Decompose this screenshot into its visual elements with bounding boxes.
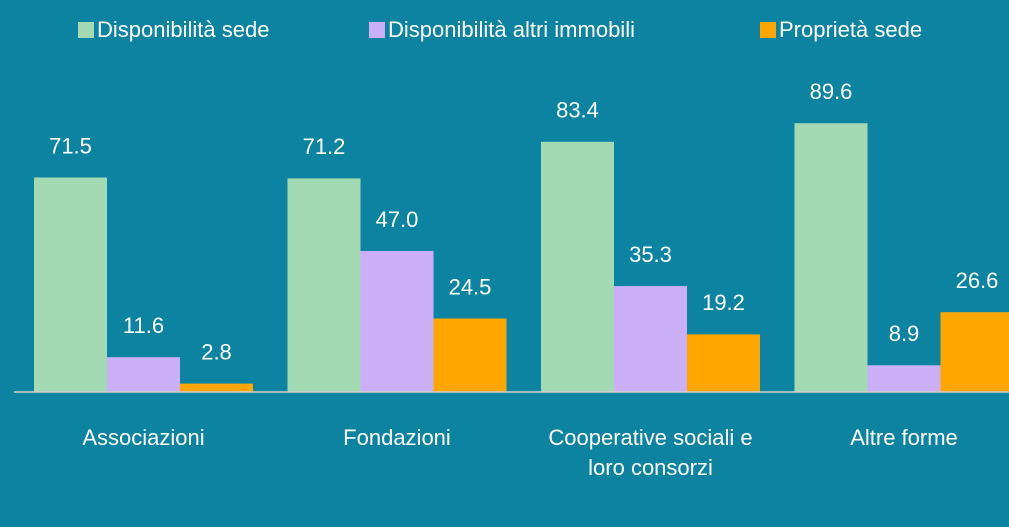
bar: [687, 334, 760, 392]
legend-label: Proprietà sede: [779, 17, 922, 42]
legend-label: Disponibilità altri immobili: [388, 17, 635, 42]
bar: [541, 141, 614, 392]
data-label: 71.2: [303, 134, 346, 159]
data-label: 19.2: [702, 290, 745, 315]
x-tick-label: Cooperative sociali e loro consorzi: [548, 425, 753, 480]
bar: [794, 123, 868, 392]
data-label: 35.3: [629, 242, 672, 267]
data-label: 11.6: [123, 313, 164, 338]
data-label: 2.8: [201, 339, 232, 364]
data-label: 8.9: [889, 321, 920, 346]
data-label: 26.6: [956, 268, 999, 293]
bar: [433, 318, 507, 392]
data-label: 89.6: [810, 79, 853, 104]
x-tick-label: Associazioni: [82, 425, 205, 450]
bar: [180, 383, 253, 392]
bar: [34, 177, 107, 392]
data-label: 24.5: [449, 274, 492, 299]
legend-swatch: [760, 22, 776, 38]
legend-label: Disponibilità sede: [97, 17, 269, 42]
bar: [287, 178, 361, 392]
bar: [614, 286, 687, 392]
x-tick-label: Fondazioni: [343, 425, 451, 450]
data-label: 71.5: [49, 133, 92, 158]
data-label: 47.0: [376, 207, 419, 232]
bar: [107, 357, 180, 392]
bar: [940, 312, 1009, 392]
legend-swatch: [78, 22, 94, 38]
x-tick-label: Altre forme: [850, 425, 958, 450]
legend-swatch: [369, 22, 385, 38]
data-label: 83.4: [556, 98, 599, 123]
bar: [360, 251, 434, 392]
bar: [867, 365, 941, 392]
